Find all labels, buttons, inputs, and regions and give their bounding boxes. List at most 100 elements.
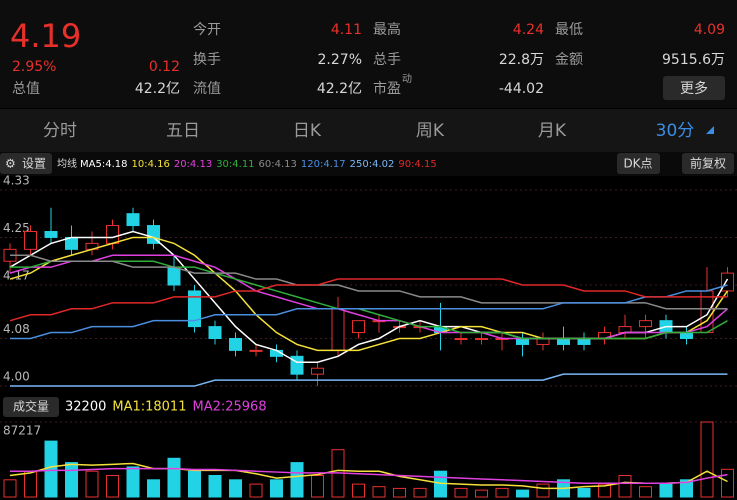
volume-bar <box>126 466 140 498</box>
ma-line <box>10 284 728 340</box>
tab[interactable]: 分时 <box>43 121 77 141</box>
current-volume: 32200 <box>65 400 106 415</box>
tab[interactable]: 五日 <box>166 121 200 141</box>
tab[interactable]: 日K <box>293 121 322 141</box>
candle-body <box>721 272 734 292</box>
ma-line <box>9 278 728 322</box>
candle-body <box>208 326 222 340</box>
volume-bar <box>598 483 611 498</box>
ma-legend: 10:4.16 <box>131 159 169 170</box>
y-tick-label: 4.00 <box>3 370 30 384</box>
adjust-text[interactable]: 前复权 <box>690 156 726 171</box>
float-label: 流值 <box>193 81 221 97</box>
amount: 9515.6万 <box>662 52 725 68</box>
volume-bar <box>229 479 242 498</box>
volume-bar <box>680 479 693 498</box>
more-text[interactable]: 更多 <box>680 80 708 97</box>
toolbar-bg <box>0 152 737 176</box>
candle-body <box>188 290 201 328</box>
volume-bar <box>516 489 529 498</box>
dk-text[interactable]: DK点 <box>623 157 652 171</box>
turnover-label: 换手 <box>193 51 221 68</box>
volume-bar <box>249 483 263 498</box>
volume-ma-legend: MA2:25968 <box>192 400 266 415</box>
volume-bar <box>3 479 17 498</box>
volume: 22.8万 <box>499 52 544 68</box>
change-pct: 2.95% <box>12 59 56 75</box>
ma-line <box>9 462 728 490</box>
adjust-button[interactable] <box>682 153 734 174</box>
dk-button[interactable] <box>617 153 660 174</box>
ma-legend: MA5:4.18 <box>80 159 127 170</box>
ma-legend: 90:4.15 <box>398 159 436 170</box>
y-tick-label: 4.33 <box>3 173 30 187</box>
volume-bar <box>147 479 160 498</box>
mcap-label: 总值 <box>12 81 40 97</box>
low-label: 最低 <box>555 22 583 38</box>
volume-bar <box>311 475 324 498</box>
volume-bar <box>270 479 283 498</box>
volume-bar <box>352 483 365 498</box>
volume-bar <box>721 468 734 498</box>
pe: -44.02 <box>499 81 544 97</box>
settings-text[interactable]: 设置 <box>22 157 46 171</box>
volume-bar <box>536 483 550 498</box>
ma-legend: 60:4.13 <box>259 159 297 170</box>
volume-bar <box>454 487 468 498</box>
volume-button[interactable] <box>3 397 59 417</box>
y-tick-label: 87217 <box>3 424 41 438</box>
more-button[interactable] <box>663 76 725 100</box>
candle-body <box>454 338 468 340</box>
candle-body <box>249 349 263 352</box>
candle-body <box>557 338 570 345</box>
settings-button[interactable] <box>0 153 52 174</box>
open: 4.11 <box>331 22 362 38</box>
volume-bar <box>495 487 509 498</box>
y-tick-label: 4.08 <box>3 322 30 336</box>
ma-line <box>10 467 728 484</box>
tab-arrow <box>706 126 714 134</box>
tab[interactable]: 周K <box>416 121 445 141</box>
candle-body <box>680 332 693 339</box>
ma-legend: 250:4.02 <box>350 159 395 170</box>
candle-body <box>24 231 37 250</box>
volume-bar <box>290 462 304 498</box>
candle-body <box>516 338 529 345</box>
high-label: 最高 <box>373 21 401 38</box>
ma-legend: 20:4.13 <box>174 159 212 170</box>
volume-bar <box>413 487 427 498</box>
ma-title: 均线 <box>57 157 77 170</box>
volume-bar <box>618 475 632 498</box>
volume-bar <box>475 489 488 498</box>
volume-bar <box>188 470 201 498</box>
mcap: 42.2亿 <box>135 81 180 97</box>
volume-bar <box>372 486 386 498</box>
volume-bar <box>659 483 673 498</box>
ma-line <box>10 260 728 340</box>
header-bg <box>0 0 737 108</box>
volume-bar <box>393 487 406 498</box>
candle-body <box>475 338 488 340</box>
candle-body <box>352 320 365 334</box>
candle-body <box>618 326 632 334</box>
float: 42.2亿 <box>317 81 362 97</box>
volume-bar <box>208 475 222 498</box>
change: 0.12 <box>149 59 180 75</box>
tab[interactable]: 30分 <box>656 121 695 141</box>
high: 4.24 <box>513 22 544 38</box>
candle-body <box>126 213 140 227</box>
volume-bar <box>44 440 58 498</box>
tab[interactable]: 月K <box>538 121 567 141</box>
volume-bar <box>65 462 78 498</box>
ma-legend: 120:4.17 <box>301 159 346 170</box>
candle-body <box>229 338 242 351</box>
candle-body <box>331 308 345 351</box>
price: 4.19 <box>10 17 81 55</box>
candle-body <box>167 266 181 286</box>
tabs-bg <box>0 109 737 152</box>
volume-button-text[interactable]: 成交量 <box>13 399 49 414</box>
amount-label: 金额 <box>555 52 583 68</box>
gear-icon[interactable]: ⚙ <box>5 157 16 171</box>
y-tick-label: 4.25 <box>3 221 30 235</box>
